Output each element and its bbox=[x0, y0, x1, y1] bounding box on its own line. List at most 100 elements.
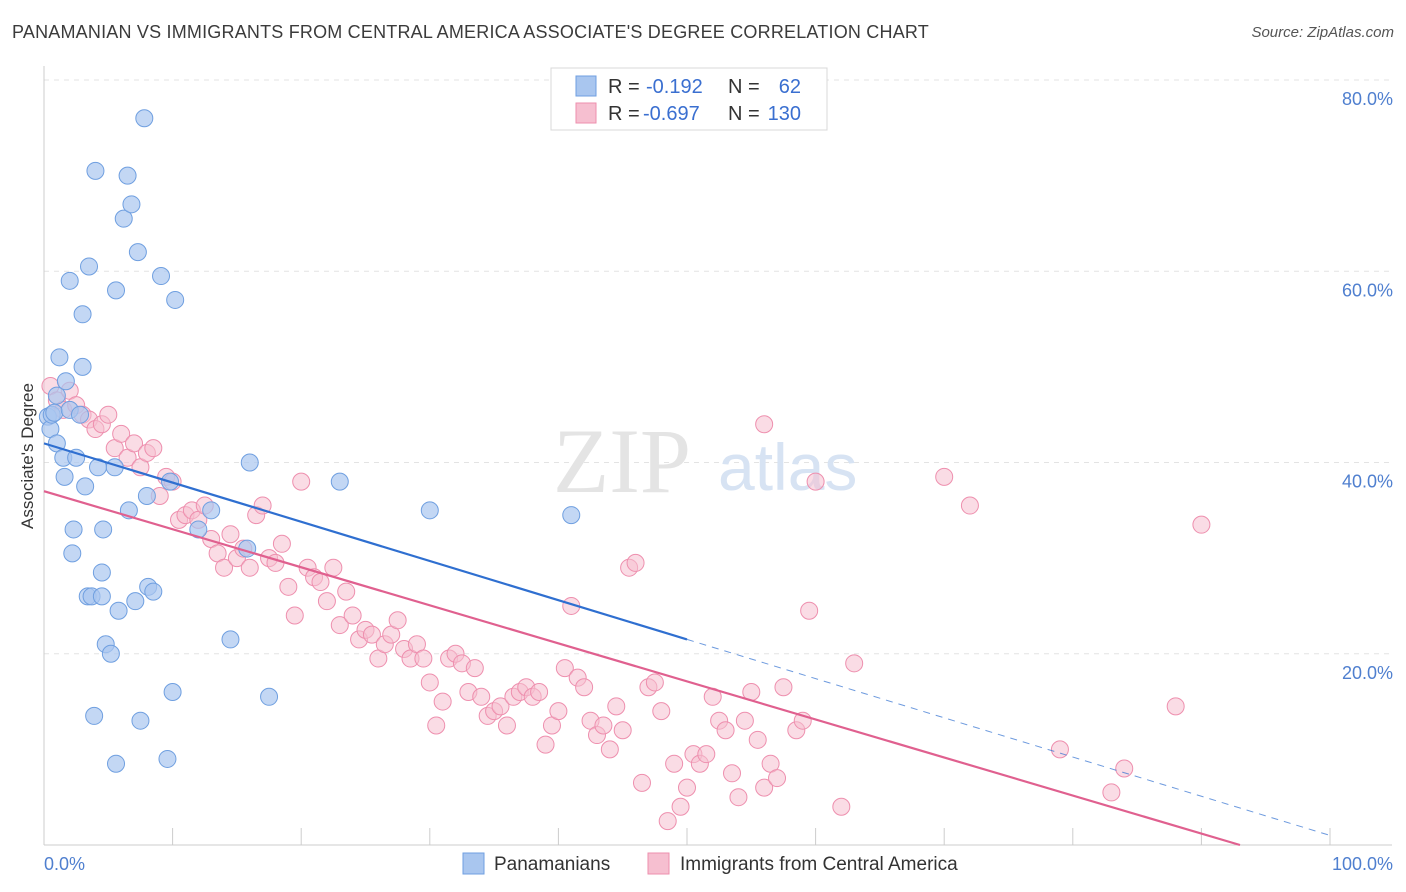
bottom-legend: Panamanians Immigrants from Central Amer… bbox=[462, 852, 958, 875]
point-immigrants-95 bbox=[652, 702, 671, 721]
point-panamanians-46 bbox=[158, 749, 177, 768]
point-panamanians-31 bbox=[107, 281, 126, 300]
point-immigrants-94 bbox=[645, 673, 664, 692]
legend-r-value-pink: -0.697 bbox=[643, 103, 700, 125]
point-immigrants-114 bbox=[774, 678, 793, 697]
point-immigrants-67 bbox=[472, 687, 491, 706]
point-panamanians-26 bbox=[92, 587, 111, 606]
legend-r-label-pink: R = bbox=[608, 103, 640, 125]
point-panamanians-37 bbox=[122, 195, 141, 214]
y-tick-labels: 20.0% 40.0% 60.0% 80.0% bbox=[1342, 89, 1393, 683]
point-immigrants-111 bbox=[755, 778, 774, 797]
point-immigrants-125 bbox=[1115, 759, 1134, 778]
y-tick-label-20: 20.0% bbox=[1342, 663, 1393, 683]
point-panamanians-16 bbox=[73, 305, 92, 324]
point-panamanians-38 bbox=[126, 592, 145, 611]
point-immigrants-66 bbox=[465, 659, 484, 678]
point-immigrants-122 bbox=[960, 496, 979, 515]
point-panamanians-44 bbox=[144, 582, 163, 601]
point-immigrants-42 bbox=[311, 573, 330, 592]
point-immigrants-91 bbox=[626, 553, 645, 572]
point-immigrants-121 bbox=[935, 467, 954, 486]
legend-n-label-pink: N = bbox=[728, 103, 760, 125]
point-panamanians-8 bbox=[55, 467, 74, 486]
point-panamanians-52 bbox=[221, 630, 240, 649]
point-immigrants-119 bbox=[832, 797, 851, 816]
point-immigrants-105 bbox=[716, 721, 735, 740]
x-tick-label-max: 100.0% bbox=[1332, 854, 1393, 874]
axes bbox=[43, 66, 1392, 846]
bottom-legend-swatch-pink bbox=[647, 852, 670, 875]
point-immigrants-88 bbox=[607, 697, 626, 716]
trend-line-panamanians bbox=[43, 442, 688, 641]
point-immigrants-44 bbox=[324, 558, 343, 577]
point-immigrants-45 bbox=[330, 616, 349, 635]
point-immigrants-50 bbox=[362, 625, 381, 644]
point-panamanians-20 bbox=[80, 257, 99, 276]
point-immigrants-96 bbox=[658, 812, 677, 831]
point-panamanians-9 bbox=[56, 372, 75, 391]
point-immigrants-83 bbox=[575, 678, 594, 697]
point-panamanians-25 bbox=[92, 563, 111, 582]
point-immigrants-59 bbox=[420, 673, 439, 692]
point-immigrants-128 bbox=[1192, 515, 1211, 534]
top-legend-box bbox=[550, 67, 828, 131]
point-panamanians-5 bbox=[47, 386, 66, 405]
point-panamanians-39 bbox=[128, 243, 147, 262]
point-immigrants-54 bbox=[388, 611, 407, 630]
point-immigrants-110 bbox=[748, 730, 767, 749]
point-immigrants-28 bbox=[221, 525, 240, 544]
point-immigrants-117 bbox=[800, 601, 819, 620]
source-label: Source: ZipAtlas.com bbox=[1251, 24, 1394, 41]
point-immigrants-126 bbox=[1166, 697, 1185, 716]
point-immigrants-118 bbox=[806, 472, 825, 491]
series-immigrants-points bbox=[41, 377, 1211, 831]
point-panamanians-23 bbox=[86, 161, 105, 180]
point-panamanians-56 bbox=[330, 472, 349, 491]
trend-lines bbox=[43, 442, 1331, 847]
point-panamanians-32 bbox=[107, 754, 126, 773]
point-panamanians-54 bbox=[240, 453, 259, 472]
point-immigrants-71 bbox=[497, 716, 516, 735]
point-panamanians-6 bbox=[50, 348, 69, 367]
point-panamanians-55 bbox=[260, 687, 279, 706]
y-tick-label-80: 80.0% bbox=[1342, 89, 1393, 109]
point-panamanians-29 bbox=[101, 644, 120, 663]
point-immigrants-27 bbox=[215, 558, 234, 577]
legend-swatch-blue bbox=[575, 75, 597, 97]
point-panamanians-27 bbox=[94, 520, 113, 539]
watermark-zip: ZIP bbox=[553, 410, 691, 512]
point-immigrants-58 bbox=[414, 649, 433, 668]
point-immigrants-123 bbox=[1050, 740, 1069, 759]
point-immigrants-79 bbox=[549, 702, 568, 721]
point-panamanians-3 bbox=[45, 403, 64, 422]
legend-n-value-blue: 62 bbox=[779, 76, 801, 98]
watermark: ZIP atlas bbox=[553, 410, 857, 512]
point-panamanians-18 bbox=[76, 477, 95, 496]
point-immigrants-39 bbox=[292, 472, 311, 491]
grid-lines bbox=[44, 79, 1392, 655]
point-panamanians-49 bbox=[166, 290, 185, 309]
point-immigrants-87 bbox=[600, 740, 619, 759]
legend-n-value-pink: 130 bbox=[768, 103, 801, 125]
point-immigrants-108 bbox=[735, 711, 754, 730]
point-panamanians-34 bbox=[114, 209, 133, 228]
point-immigrants-98 bbox=[671, 797, 690, 816]
legend-r-value-blue: -0.192 bbox=[646, 76, 703, 98]
point-immigrants-106 bbox=[723, 764, 742, 783]
series-panamanians-points bbox=[38, 109, 581, 773]
trend-line-panamanians-extension bbox=[686, 638, 1331, 836]
x-tick-label-min: 0.0% bbox=[44, 854, 85, 874]
point-immigrants-43 bbox=[317, 592, 336, 611]
point-panamanians-48 bbox=[163, 683, 182, 701]
point-immigrants-80 bbox=[555, 659, 574, 678]
point-immigrants-37 bbox=[279, 577, 298, 596]
watermark-atlas: atlas bbox=[718, 430, 857, 504]
point-immigrants-13 bbox=[125, 434, 144, 453]
point-panamanians-15 bbox=[71, 405, 90, 424]
point-immigrants-120 bbox=[845, 654, 864, 673]
bottom-legend-label-blue: Panamanians bbox=[494, 854, 610, 875]
top-legend: R = -0.192 N = 62 R = -0.697 N = 130 bbox=[550, 67, 828, 131]
point-panamanians-17 bbox=[73, 357, 92, 376]
